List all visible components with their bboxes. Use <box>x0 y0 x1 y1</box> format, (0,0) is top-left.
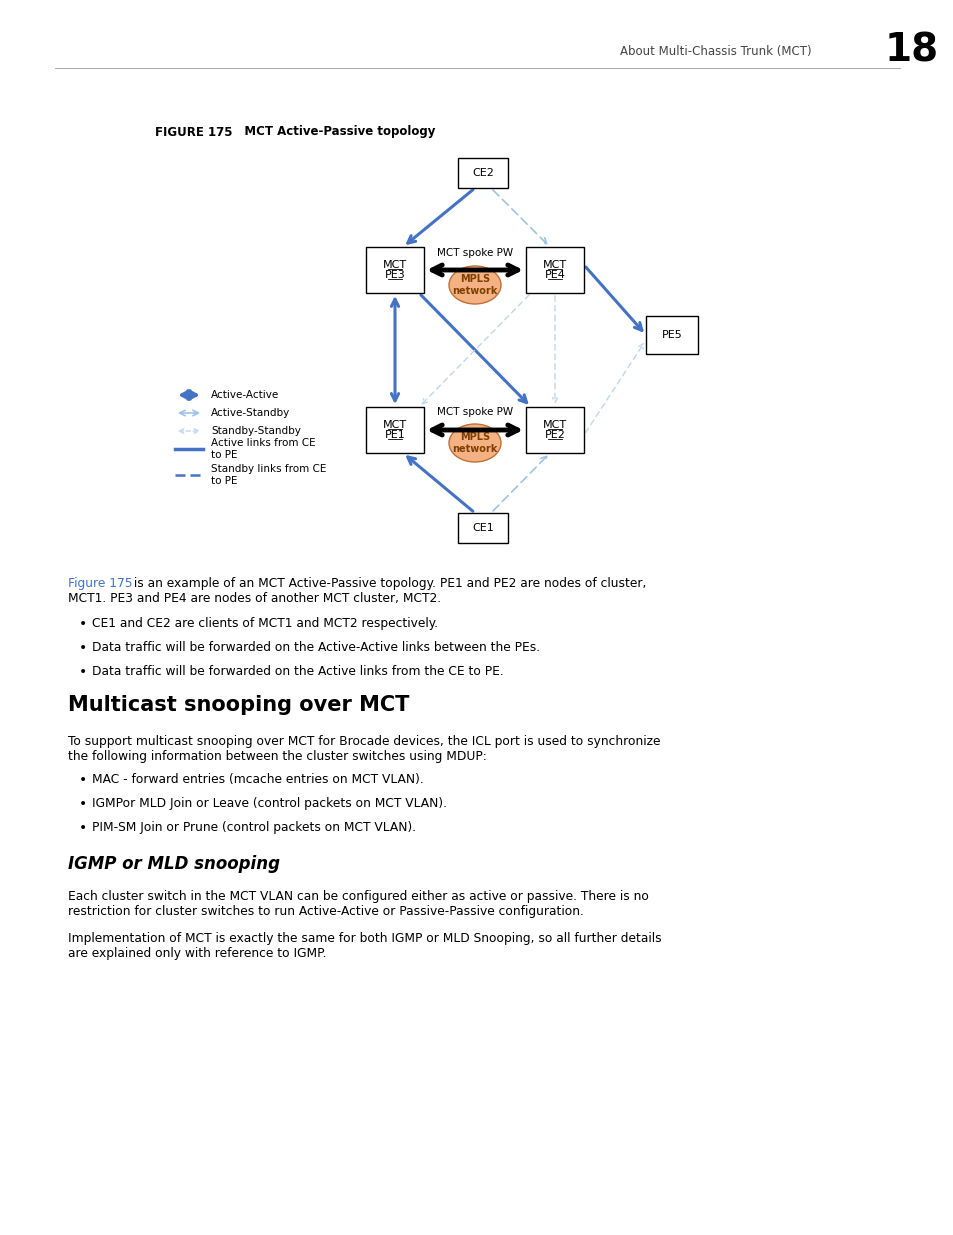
Text: IGMPor MLD Join or Leave (control packets on MCT VLAN).: IGMPor MLD Join or Leave (control packet… <box>91 797 447 810</box>
Text: MCT: MCT <box>382 420 407 430</box>
Text: •: • <box>79 641 87 655</box>
Text: MCT Active-Passive topology: MCT Active-Passive topology <box>232 126 435 138</box>
Text: MCT: MCT <box>542 261 566 270</box>
Ellipse shape <box>449 266 500 304</box>
Bar <box>525 408 583 453</box>
Text: To support multicast snooping over MCT for Brocade devices, the ICL port is used: To support multicast snooping over MCT f… <box>68 735 659 748</box>
Text: CE2: CE2 <box>472 168 494 178</box>
Text: Standby-Standby: Standby-Standby <box>211 426 300 436</box>
Text: MCT: MCT <box>382 261 407 270</box>
Text: •: • <box>79 797 87 811</box>
Ellipse shape <box>449 424 500 462</box>
Text: MAC - forward entries (mcache entries on MCT VLAN).: MAC - forward entries (mcache entries on… <box>91 773 423 785</box>
Text: •: • <box>79 664 87 679</box>
Text: MPLS: MPLS <box>459 432 490 442</box>
Bar <box>366 408 423 453</box>
Text: Active-Standby: Active-Standby <box>211 408 290 417</box>
Text: FIGURE 175: FIGURE 175 <box>154 126 233 138</box>
Text: Standby links from CE
to PE: Standby links from CE to PE <box>211 464 326 485</box>
Text: restriction for cluster switches to run Active-Active or Passive-Passive configu: restriction for cluster switches to run … <box>68 905 583 918</box>
Text: PE4: PE4 <box>544 270 565 280</box>
Text: Active links from CE
to PE: Active links from CE to PE <box>211 438 315 459</box>
Text: PE2: PE2 <box>544 430 565 440</box>
Text: MCT: MCT <box>542 420 566 430</box>
Text: are explained only with reference to IGMP.: are explained only with reference to IGM… <box>68 947 326 960</box>
Text: PE3: PE3 <box>384 270 405 280</box>
Bar <box>645 316 698 354</box>
Text: Active-Active: Active-Active <box>211 390 279 400</box>
Text: 18: 18 <box>884 31 938 69</box>
Text: •: • <box>79 773 87 787</box>
Text: •: • <box>79 821 87 835</box>
Text: Data traffic will be forwarded on the Active links from the CE to PE.: Data traffic will be forwarded on the Ac… <box>91 664 503 678</box>
Text: PE5: PE5 <box>661 330 681 340</box>
Bar <box>457 513 507 543</box>
Text: PE1: PE1 <box>384 430 405 440</box>
Text: Data traffic will be forwarded on the Active-Active links between the PEs.: Data traffic will be forwarded on the Ac… <box>91 641 539 655</box>
Text: is an example of an MCT Active-Passive topology. PE1 and PE2 are nodes of cluste: is an example of an MCT Active-Passive t… <box>130 577 646 590</box>
Text: PIM-SM Join or Prune (control packets on MCT VLAN).: PIM-SM Join or Prune (control packets on… <box>91 821 416 834</box>
Text: Figure 175: Figure 175 <box>68 577 132 590</box>
Text: •: • <box>79 618 87 631</box>
Bar <box>366 247 423 293</box>
Text: Each cluster switch in the MCT VLAN can be configured either as active or passiv: Each cluster switch in the MCT VLAN can … <box>68 890 648 903</box>
Text: CE1: CE1 <box>472 522 494 534</box>
Text: About Multi-Chassis Trunk (MCT): About Multi-Chassis Trunk (MCT) <box>619 46 811 58</box>
Text: the following information between the cluster switches using MDUP:: the following information between the cl… <box>68 750 486 763</box>
Bar <box>457 158 507 188</box>
Bar <box>525 247 583 293</box>
Text: network: network <box>452 287 497 296</box>
Text: CE1 and CE2 are clients of MCT1 and MCT2 respectively.: CE1 and CE2 are clients of MCT1 and MCT2… <box>91 618 437 630</box>
Text: MCT1. PE3 and PE4 are nodes of another MCT cluster, MCT2.: MCT1. PE3 and PE4 are nodes of another M… <box>68 592 440 605</box>
Text: MCT spoke PW: MCT spoke PW <box>436 248 513 258</box>
Text: network: network <box>452 445 497 454</box>
Text: Implementation of MCT is exactly the same for both IGMP or MLD Snooping, so all : Implementation of MCT is exactly the sam… <box>68 932 661 945</box>
Text: IGMP or MLD snooping: IGMP or MLD snooping <box>68 855 280 873</box>
Text: MCT spoke PW: MCT spoke PW <box>436 408 513 417</box>
Text: Multicast snooping over MCT: Multicast snooping over MCT <box>68 695 409 715</box>
Text: MPLS: MPLS <box>459 274 490 284</box>
